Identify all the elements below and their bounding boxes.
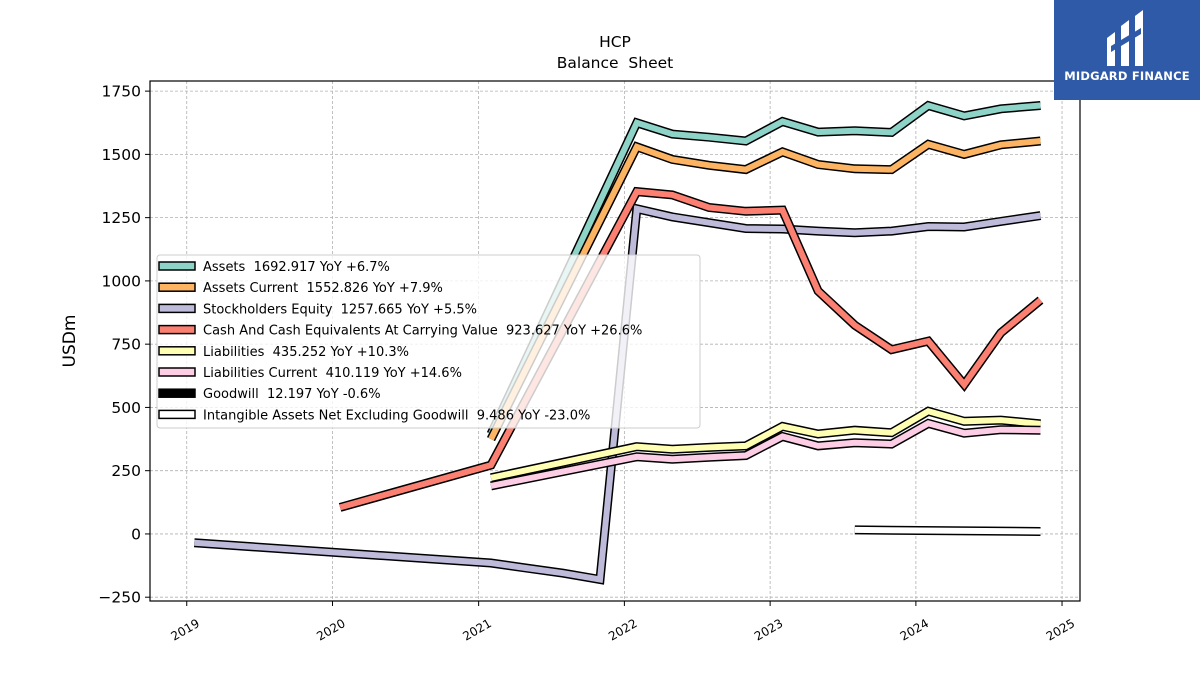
series-line [194,205,1041,584]
y-tick-label: 1500 [102,146,141,164]
legend-label: Assets Current 1552.826 YoY +7.9% [203,281,443,296]
y-tick-label: 0 [131,525,141,543]
series-line [490,407,1041,481]
brand-name: MIDGARD FINANCE [1064,69,1190,83]
chart-subtitle: Balance Sheet [557,54,674,72]
x-tick-label: 2019 [169,616,202,643]
legend-swatch [158,367,196,377]
x-axis-ticks: 2019 2020 2021 2022 2023 2024 2025 [169,601,1077,644]
legend-swatch [158,346,196,356]
series-assets [486,100,1041,436]
x-tick-label: 2022 [606,616,639,643]
series-line [339,188,1043,511]
x-tick-label: 2023 [752,616,785,643]
series-line [490,420,1041,489]
plot-frame [149,80,1081,602]
y-tick-label: 1750 [102,83,141,101]
legend: Assets 1692.917 YoY +6.7% Assets Current … [156,254,701,429]
legend-swatch [158,282,196,292]
y-tick-label: 750 [111,336,141,354]
legend-label: Goodwill 12.197 YoY -0.6% [203,387,381,402]
brand-logo: MIDGARD FINANCE [1054,0,1200,100]
legend-swatch [158,303,196,314]
series-line [488,102,1041,436]
chart-title: HCP [599,33,631,51]
y-axis-label: USDm [60,315,80,368]
series-liabilities [490,406,1041,483]
legend-label: Cash And Cash Equivalents At Carrying Va… [203,324,642,339]
legend-label: Intangible Assets Net Excluding Goodwill… [203,408,590,423]
series-line [854,526,1041,535]
legend-box [156,254,701,429]
x-tick-label: 2021 [460,616,493,643]
series-assets-current [486,136,1041,442]
legend-label: Stockholders Equity 1257.665 YoY +5.5% [203,302,477,317]
legend-label: Liabilities 435.252 YoY +10.3% [203,345,409,360]
x-tick-label: 2020 [314,616,347,643]
y-tick-label: 250 [111,462,141,480]
legend-label: Assets 1692.917 YoY +6.7% [203,260,390,275]
brand-mark-icon [1107,10,1143,66]
series-line [488,138,1041,441]
y-tick-label: 1250 [102,209,141,227]
y-tick-label: −250 [98,589,141,607]
legend-swatch [158,261,196,271]
series-intangible-assets-net-excluding-goodwill [854,525,1041,536]
legend-swatch [158,324,196,335]
y-tick-label: 1000 [102,272,141,290]
legend-label: Liabilities Current 410.119 YoY +14.6% [203,366,462,381]
series-stockholders-equity [193,203,1042,585]
x-tick-label: 2024 [898,616,931,643]
y-axis-ticks: −250 0 250 500 750 1000 1250 1500 1750 [98,83,150,607]
legend-swatch [158,409,196,420]
series-liabilities-current [490,418,1041,491]
x-tick-label: 2025 [1044,616,1077,643]
series-cash-and-cash-equivalents-at-carrying-value [338,186,1044,512]
series-layer [193,100,1044,585]
legend-swatch [158,388,196,398]
y-tick-label: 500 [111,399,141,417]
